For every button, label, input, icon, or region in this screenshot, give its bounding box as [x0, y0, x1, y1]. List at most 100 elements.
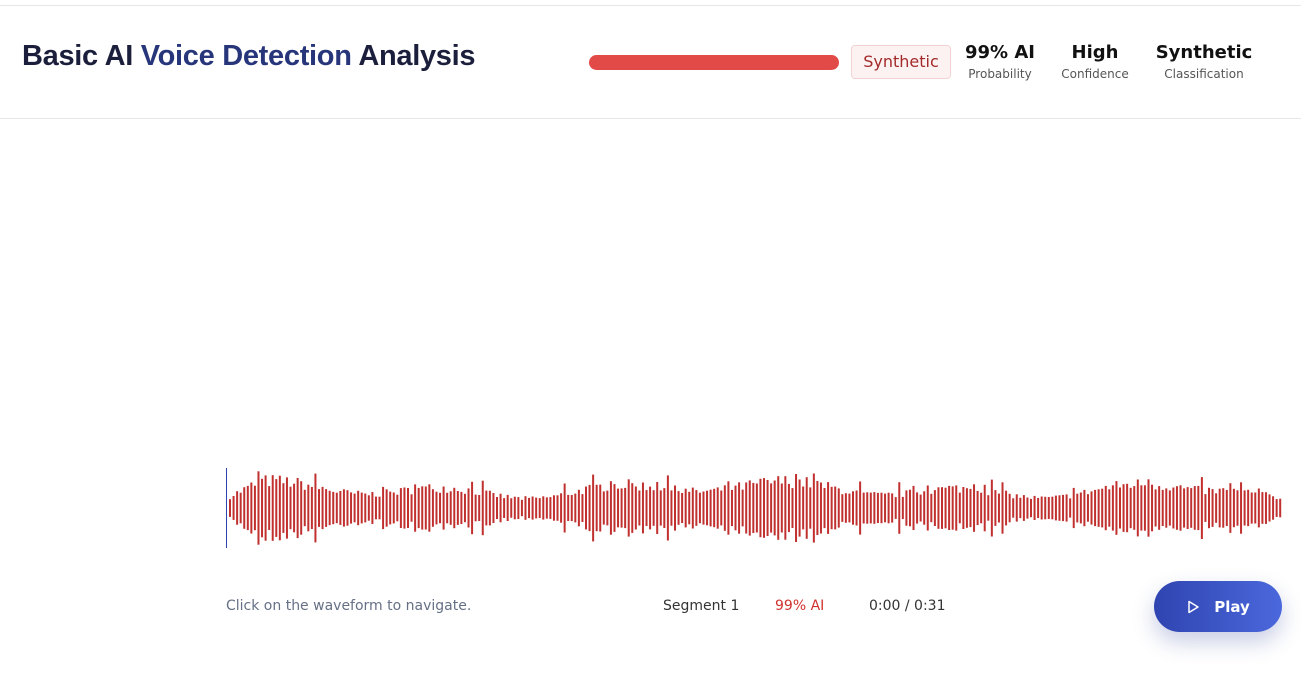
waveform-bar: [364, 493, 367, 523]
waveform-bar: [691, 487, 694, 529]
waveform-bar: [499, 493, 502, 523]
waveform-bar: [901, 496, 904, 520]
waveform-bar: [232, 496, 235, 520]
waveform-bar: [780, 483, 783, 533]
waveform-bar: [296, 478, 299, 539]
waveform-bar: [1247, 489, 1250, 527]
waveform-bar: [1019, 497, 1022, 519]
waveform-bar: [613, 484, 616, 532]
waveform-bar: [403, 487, 406, 529]
waveform-bar: [560, 493, 563, 523]
waveform-bar: [592, 474, 595, 542]
waveform-bar: [414, 484, 417, 532]
waveform-bar: [1168, 490, 1171, 526]
waveform-bar: [684, 488, 687, 528]
waveform-bar: [741, 489, 744, 527]
waveform-bar: [1119, 487, 1121, 529]
waveform-bar: [1104, 485, 1107, 531]
waveform-bar: [837, 488, 840, 528]
waveform-bar: [1044, 496, 1047, 520]
waveform-bar: [990, 479, 993, 537]
waveform-bar: [777, 476, 780, 540]
waveform-bar: [1047, 497, 1050, 519]
waveform-bar: [766, 480, 769, 536]
waveform-bar: [585, 486, 587, 530]
waveform-bar: [350, 492, 353, 524]
waveform-bar: [745, 482, 748, 534]
waveform-bar: [1147, 479, 1150, 537]
waveform-bar: [649, 486, 652, 530]
waveform-bar: [873, 492, 876, 524]
waveform-bar: [503, 498, 506, 518]
waveform-bar: [567, 494, 570, 521]
waveform-bar: [396, 494, 399, 522]
waveform-bar: [1051, 496, 1054, 520]
waveform-bar: [912, 485, 915, 530]
waveform-bar: [677, 491, 680, 525]
waveform-bar: [784, 476, 787, 540]
waveform-bar: [702, 491, 705, 525]
waveform-bar: [357, 490, 360, 526]
waveform-bar: [834, 486, 837, 530]
waveform-bar: [955, 485, 958, 531]
waveform-bar: [748, 480, 751, 536]
play-icon: [1188, 600, 1199, 613]
waveform-bar: [428, 484, 431, 532]
waveform-bar: [933, 490, 936, 526]
waveform-bar: [1272, 496, 1275, 520]
waveform-bar: [325, 489, 328, 527]
waveform-bar: [538, 498, 541, 518]
hint: Click on the waveform to navigate.: [226, 598, 472, 614]
waveform-bar: [410, 494, 413, 522]
waveform-bar: [926, 485, 929, 531]
waveform-bar: [1204, 494, 1207, 522]
waveform-bar: [439, 492, 442, 524]
waveform-bar: [520, 499, 523, 517]
waveform-bar: [1243, 490, 1246, 526]
waveform-bar: [442, 486, 445, 530]
waveform-bar: [478, 495, 481, 521]
waveform-bar: [759, 478, 762, 538]
waveform-bar: [876, 492, 879, 523]
waveform-bar: [285, 477, 288, 539]
waveform-bar: [257, 471, 260, 545]
waveform-bar: [659, 490, 662, 526]
waveform-bar: [609, 481, 612, 535]
waveform-bar: [798, 479, 801, 537]
waveform-bar: [855, 490, 858, 526]
waveform-bar: [570, 495, 573, 522]
waveform-bar: [471, 481, 474, 535]
waveform-bar: [1076, 493, 1079, 523]
waveform-bar: [827, 482, 830, 534]
segment-score: 99% AI: [775, 598, 825, 614]
waveform-bar: [1090, 491, 1093, 525]
waveform-bar: [1268, 494, 1271, 522]
waveform-bar: [802, 486, 805, 530]
waveform[interactable]: [220, 460, 1290, 560]
waveform-bar: [399, 488, 402, 528]
waveform-bar: [1179, 485, 1182, 531]
waveform-bar: [1054, 495, 1057, 521]
waveform-bar: [1279, 498, 1282, 518]
waveform-bar: [1015, 494, 1018, 522]
waveform-bar: [620, 488, 623, 528]
waveform-bar: [1190, 488, 1193, 528]
waveform-bar: [880, 492, 883, 524]
waveform-bar: [392, 492, 395, 524]
waveform-bar: [449, 491, 452, 525]
waveform-bar: [951, 486, 954, 530]
waveform-bar: [1158, 486, 1161, 530]
waveform-bar: [1008, 493, 1011, 523]
waveform-bar: [1115, 481, 1118, 535]
waveform-bar: [898, 482, 901, 534]
waveform-bar: [1193, 486, 1196, 530]
waveform-bar: [1062, 494, 1065, 522]
play-button[interactable]: Play: [1154, 581, 1282, 632]
waveform-bar: [688, 491, 691, 525]
waveform-bar: [1108, 489, 1111, 527]
waveform-bar: [314, 473, 317, 543]
waveform-bar: [1033, 495, 1036, 520]
waveform-bar: [275, 479, 278, 537]
waveform-bar: [709, 489, 712, 527]
waveform-bar: [1069, 498, 1072, 518]
